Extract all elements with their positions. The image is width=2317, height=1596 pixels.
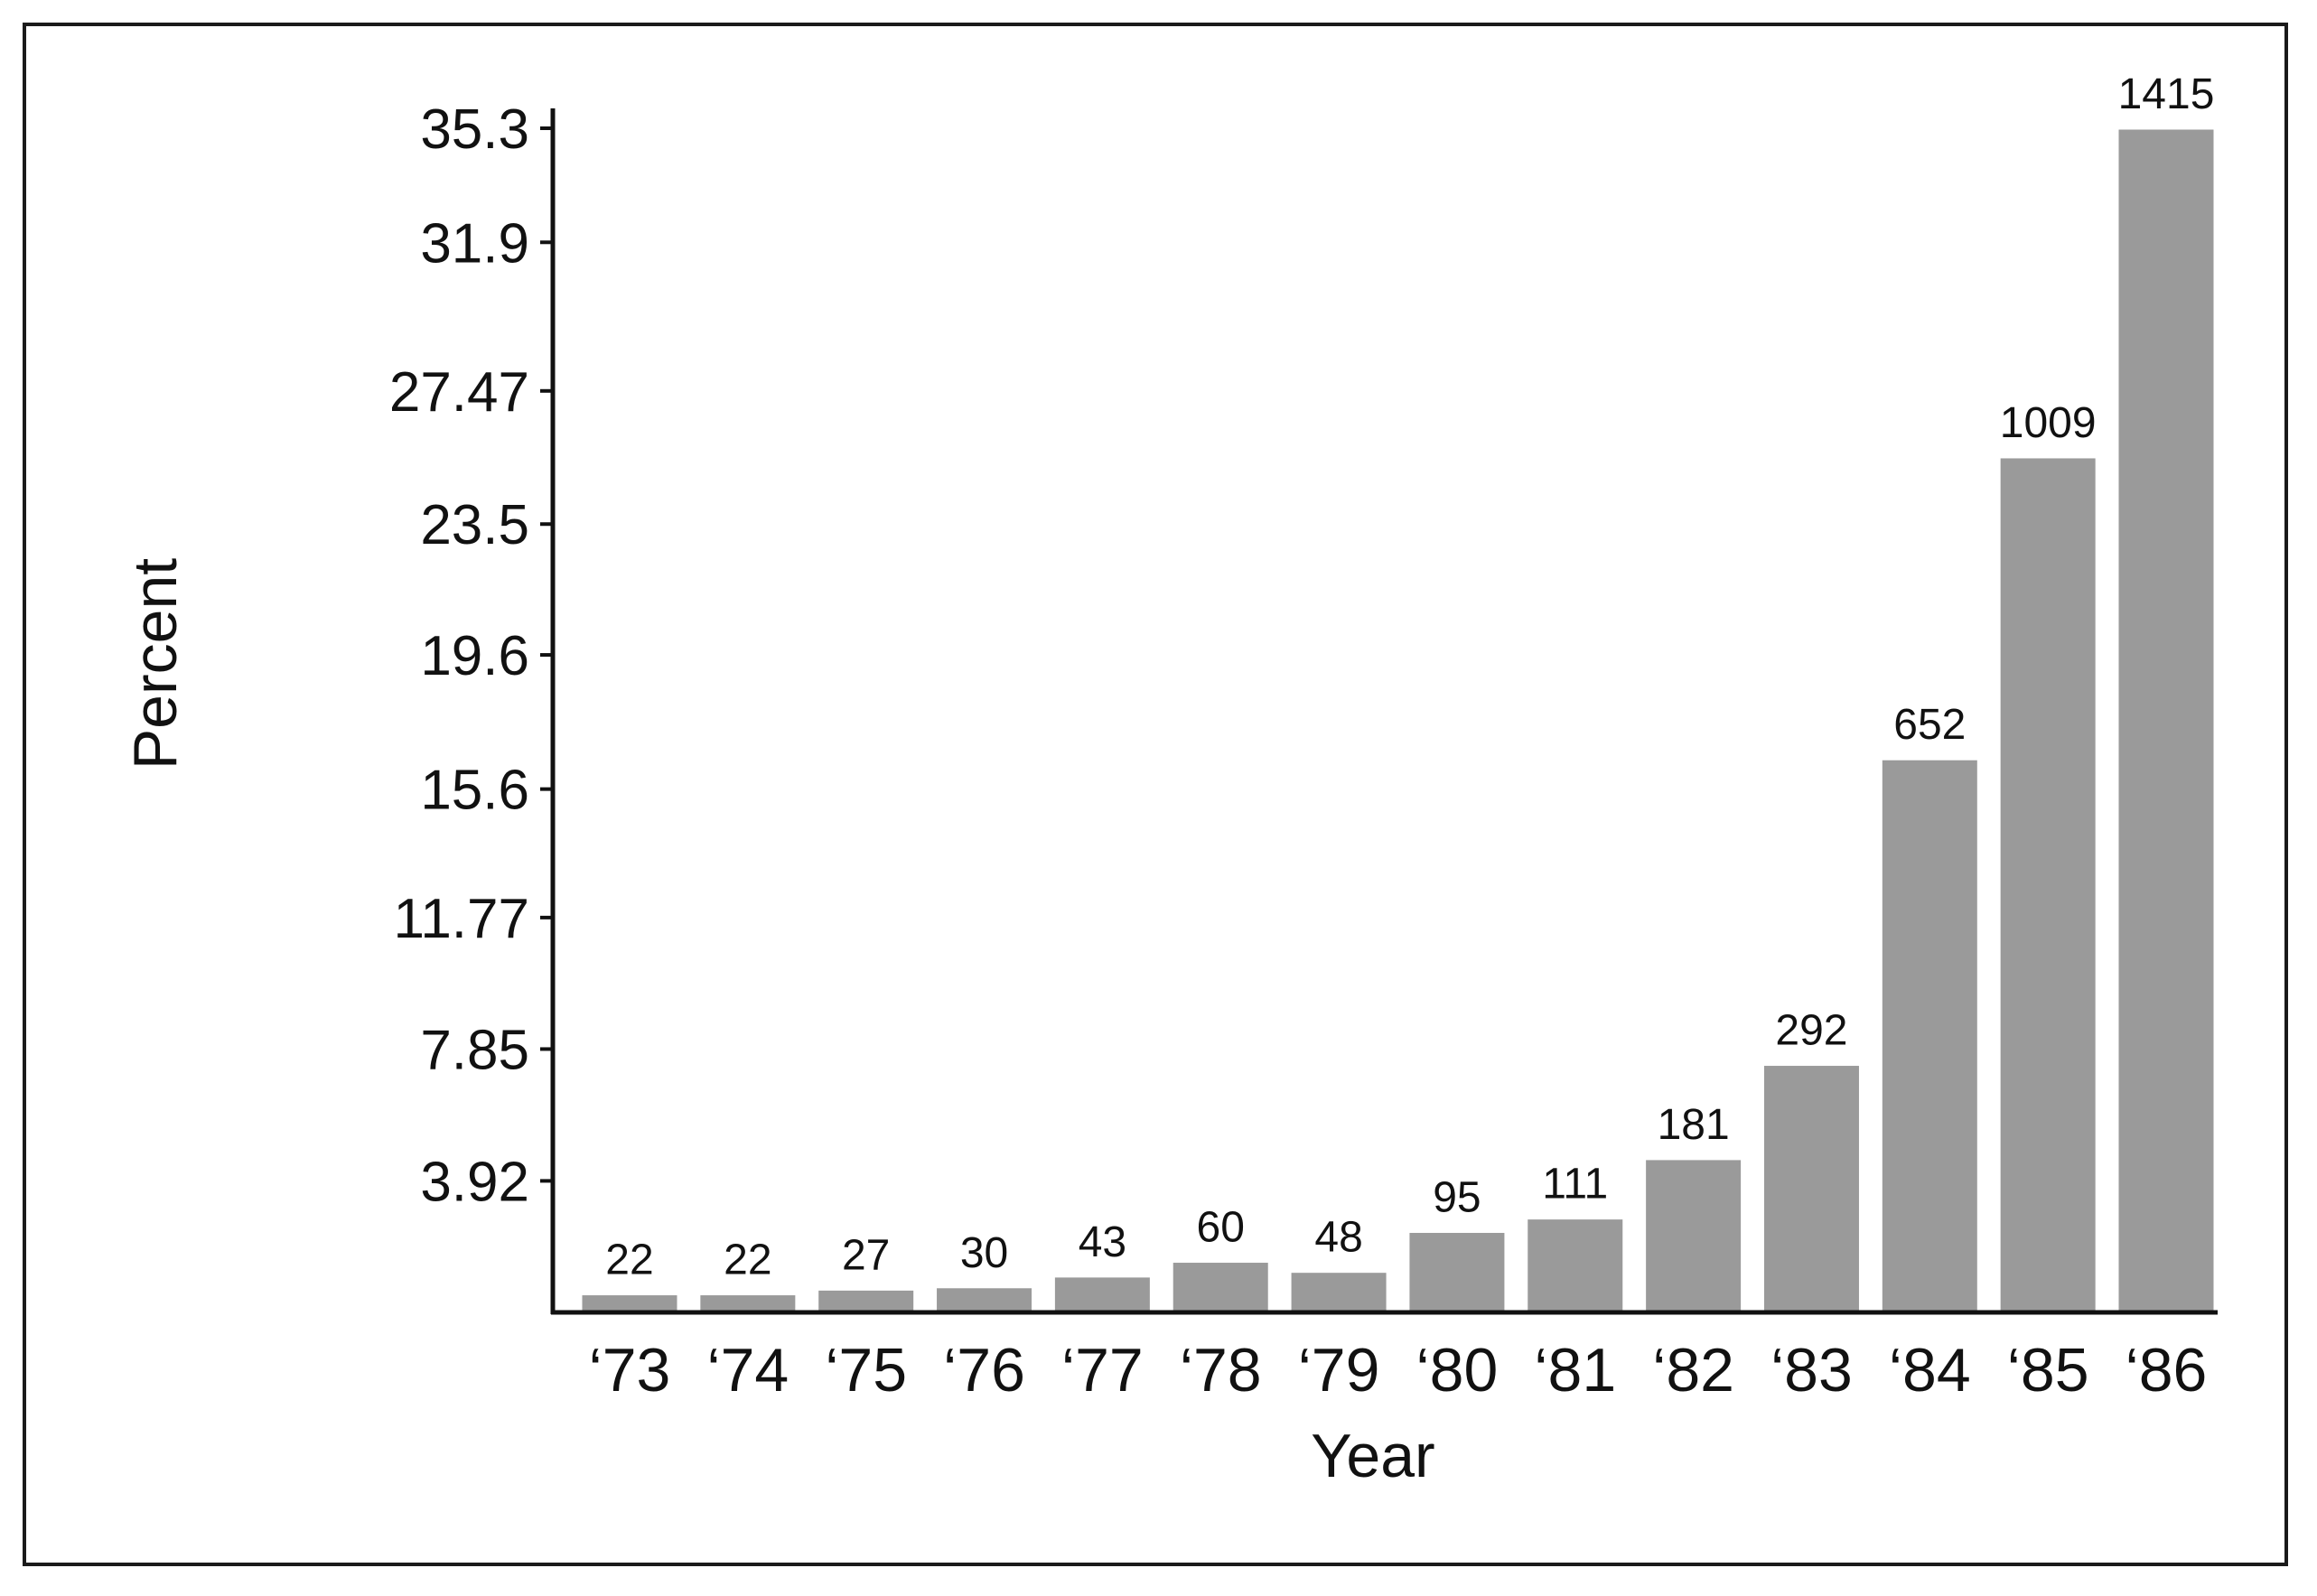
bars xyxy=(579,126,2217,1314)
bar-6 xyxy=(1288,1270,1389,1314)
x-tick-label: ‘85 xyxy=(2007,1336,2089,1405)
bar-data-label: 652 xyxy=(1893,701,1966,749)
bar-data-label: 111 xyxy=(1542,1161,1608,1209)
bar-10 xyxy=(1761,1063,1862,1314)
data-labels: 22 22 27 30 43 60 48 95 111 181 292 652 1009 1415 xyxy=(605,70,2214,1284)
bar-data-label: 48 xyxy=(1314,1214,1362,1262)
bar-data-label: 30 xyxy=(960,1229,1008,1277)
bar-0 xyxy=(579,1293,680,1314)
bar-9 xyxy=(1643,1157,1744,1314)
bar-data-label: 27 xyxy=(842,1231,890,1279)
x-tick-label: ‘81 xyxy=(1534,1336,1616,1405)
bar-data-label: 22 xyxy=(605,1237,653,1284)
bar-2 xyxy=(816,1287,917,1314)
y-axis-title: Percent xyxy=(121,558,190,770)
y-tick-label: 27.47 xyxy=(389,361,529,424)
bar-7 xyxy=(1406,1229,1508,1314)
x-tick-label: ‘80 xyxy=(1416,1336,1499,1405)
y-tick-label: 11.77 xyxy=(393,888,529,950)
x-axis-title: Year xyxy=(1311,1422,1434,1490)
bar-1 xyxy=(697,1293,799,1314)
x-tick-label: ‘79 xyxy=(1298,1336,1380,1405)
bar-3 xyxy=(934,1285,1035,1314)
x-axis-ticks: ‘73 ‘74 ‘75 ‘76 ‘77 ‘78 ‘79 ‘80 ‘81 ‘82 ‘83 ‘84 ‘85 ‘… xyxy=(589,1336,2208,1405)
bar-data-label: 95 xyxy=(1433,1173,1481,1221)
x-tick-label: ‘84 xyxy=(1889,1336,1971,1405)
x-tick-label: ‘86 xyxy=(2125,1336,2208,1405)
bar-data-label: 292 xyxy=(1775,1007,1847,1055)
bar-data-label: 181 xyxy=(1658,1101,1730,1149)
y-tick-label: 23.5 xyxy=(420,494,529,556)
x-tick-label: ‘76 xyxy=(943,1336,1025,1405)
y-tick-label: 7.85 xyxy=(420,1019,529,1081)
bar-8 xyxy=(1525,1217,1626,1314)
bar-data-label: 22 xyxy=(724,1237,771,1284)
bar-12 xyxy=(1997,455,2098,1314)
bar-data-label: 1415 xyxy=(2118,70,2215,118)
y-tick-label: 31.9 xyxy=(420,212,529,275)
y-axis-ticks: 3.92 7.85 11.77 15.6 19.6 23.5 27.47 31.9 35.3 xyxy=(389,98,553,1213)
bar-data-label: 43 xyxy=(1079,1218,1126,1266)
x-tick-label: ‘75 xyxy=(825,1336,907,1405)
x-tick-label: ‘82 xyxy=(1652,1336,1734,1405)
bar-5 xyxy=(1170,1260,1271,1314)
x-tick-label: ‘78 xyxy=(1180,1336,1262,1405)
y-tick-label: 15.6 xyxy=(420,760,529,822)
bar-4 xyxy=(1051,1274,1153,1314)
bar-11 xyxy=(1879,757,1980,1314)
y-tick-label: 3.92 xyxy=(420,1151,529,1213)
bar-data-label: 60 xyxy=(1197,1204,1245,1252)
bar-data-label: 1009 xyxy=(2000,399,2097,447)
x-tick-label: ‘77 xyxy=(1061,1336,1144,1405)
x-tick-label: ‘73 xyxy=(589,1336,671,1405)
y-tick-label: 35.3 xyxy=(420,98,529,161)
bar-13 xyxy=(2116,126,2217,1314)
x-tick-label: ‘83 xyxy=(1770,1336,1853,1405)
y-tick-label: 19.6 xyxy=(420,625,529,687)
x-tick-label: ‘74 xyxy=(706,1336,789,1405)
